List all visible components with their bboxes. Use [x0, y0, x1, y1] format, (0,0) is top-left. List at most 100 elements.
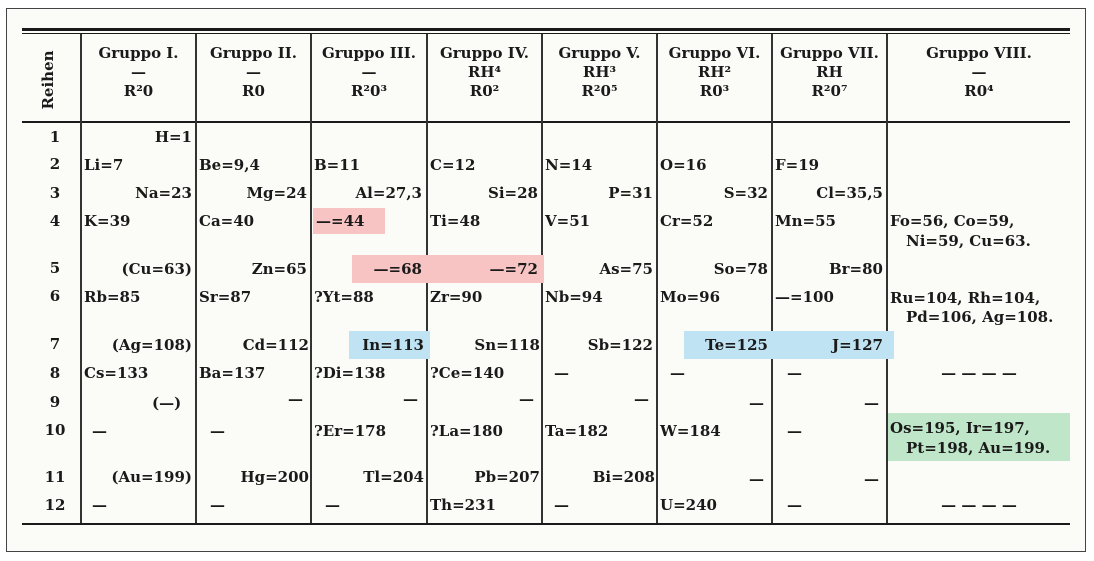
empty-dash: —	[749, 470, 764, 488]
element-cell: Ba=137	[199, 364, 266, 382]
reihen-label: Reihen	[39, 50, 57, 110]
empty-dash: —	[864, 394, 879, 412]
element-cell: ?Er=178	[314, 422, 387, 440]
empty-dash: —	[670, 364, 685, 382]
element-cell: Tl=204	[363, 468, 424, 486]
row-number: 5	[49, 259, 61, 277]
row-number: 3	[49, 184, 61, 202]
group8-cell-line1: Ru=104, Rh=104,	[890, 289, 1041, 307]
element-cell: Li=7	[84, 156, 124, 174]
element-cell: Cl=35,5	[816, 184, 883, 202]
empty-dash: — — — —	[941, 364, 1017, 382]
element-cell: Cr=52	[660, 212, 714, 230]
group8-cell-line2: Ni=59, Cu=63.	[906, 232, 1031, 250]
element-cell: S=32	[723, 184, 768, 202]
element-cell: (Au=199)	[111, 468, 192, 486]
element-cell: (Ag=108)	[111, 336, 192, 354]
bottom-rule	[22, 523, 1070, 525]
element-cell: J=127	[832, 336, 883, 354]
element-cell: P=31	[608, 184, 653, 202]
empty-dash: —	[864, 470, 879, 488]
element-cell: Bi=208	[592, 468, 655, 486]
element-cell: In=113	[362, 336, 424, 354]
element-cell: Ca=40	[199, 212, 255, 230]
column-divider	[310, 34, 312, 523]
element-cell: Te=125	[705, 336, 768, 354]
element-cell: Rb=85	[84, 288, 141, 306]
row-number: 8	[49, 364, 61, 382]
row-number: 2	[49, 155, 61, 173]
element-cell: K=39	[84, 212, 131, 230]
column-divider	[80, 34, 82, 523]
header-gruppo-8: Gruppo VIII. — R0⁴	[926, 44, 1032, 100]
row-number: 12	[44, 496, 66, 514]
element-cell: ?Di=138	[314, 364, 386, 382]
element-cell: O=16	[660, 156, 707, 174]
element-cell: B=11	[314, 156, 361, 174]
column-divider	[771, 34, 773, 523]
element-cell-gap: —=68	[373, 260, 422, 278]
empty-dash: —	[787, 364, 802, 382]
header-gruppo-1: Gruppo I. — R²0	[98, 44, 179, 100]
group8-cell-line2: Pt=198, Au=199.	[906, 439, 1051, 457]
empty-dash: —	[403, 390, 418, 408]
header-gruppo-4: Gruppo IV. RH⁴ R0²	[439, 44, 530, 100]
highlight-indium	[349, 331, 430, 359]
row-number: 9	[49, 393, 61, 411]
element-cell: Zn=65	[251, 260, 307, 278]
row-number: 10	[44, 421, 66, 439]
empty-dash: —	[325, 496, 340, 514]
element-cell: U=240	[660, 496, 717, 514]
element-cell: Mg=24	[246, 184, 307, 202]
element-cell: Cs=133	[84, 364, 149, 382]
element-cell: Al=27,3	[355, 184, 422, 202]
element-cell: Hg=200	[240, 468, 309, 486]
empty-dash: —	[787, 422, 802, 440]
highlight-gaps-68-72	[352, 255, 544, 283]
element-cell: Mn=55	[775, 212, 836, 230]
element-cell-gap: —=72	[489, 260, 538, 278]
element-cell: C=12	[430, 156, 476, 174]
element-cell: F=19	[775, 156, 820, 174]
row-number: 7	[49, 335, 61, 353]
row-number: 11	[44, 468, 66, 486]
element-cell: Sb=122	[587, 336, 653, 354]
empty-dash: —	[554, 496, 569, 514]
empty-dash: —	[210, 422, 225, 440]
element-cell: So=78	[713, 260, 768, 278]
highlight-gap-44	[313, 208, 385, 234]
column-divider	[886, 34, 888, 523]
header-gruppo-6: Gruppo VI. RH² R0³	[668, 44, 761, 100]
empty-dash: —	[210, 496, 225, 514]
header-rule	[22, 121, 1070, 123]
element-cell: Ti=48	[430, 212, 481, 230]
element-cell: Na=23	[135, 184, 192, 202]
element-cell: H=1	[154, 128, 192, 146]
element-cell: ?Ce=140	[430, 364, 505, 382]
element-cell: Th=231	[430, 496, 496, 514]
element-cell: (—)	[152, 394, 182, 412]
element-cell: (Cu=63)	[121, 260, 192, 278]
element-cell: Sr=87	[199, 288, 252, 306]
element-cell: Be=9,4	[199, 156, 260, 174]
group8-cell-line1: Os=195, Ir=197,	[890, 419, 1030, 437]
empty-dash: —	[554, 364, 569, 382]
top-rule-thin	[22, 33, 1070, 34]
element-cell: Ta=182	[545, 422, 609, 440]
header-gruppo-2: Gruppo II. — R0	[209, 44, 298, 100]
element-cell: Si=28	[488, 184, 538, 202]
element-cell: N=14	[545, 156, 593, 174]
element-cell: Cd=112	[242, 336, 309, 354]
element-cell: ?Yt=88	[314, 288, 374, 306]
element-cell: Mo=96	[660, 288, 721, 306]
element-cell: Zr=90	[430, 288, 483, 306]
row-number: 1	[49, 128, 61, 146]
element-cell: Pb=207	[474, 468, 540, 486]
row-number: 4	[49, 212, 61, 230]
group8-cell-line2: Pd=106, Ag=108.	[906, 308, 1054, 326]
element-cell: —=100	[775, 288, 834, 306]
group8-cell-line1: Fo=56, Co=59,	[890, 212, 1015, 230]
empty-dash: — — — —	[941, 496, 1017, 514]
element-cell: Br=80	[828, 260, 883, 278]
empty-dash: —	[749, 394, 764, 412]
